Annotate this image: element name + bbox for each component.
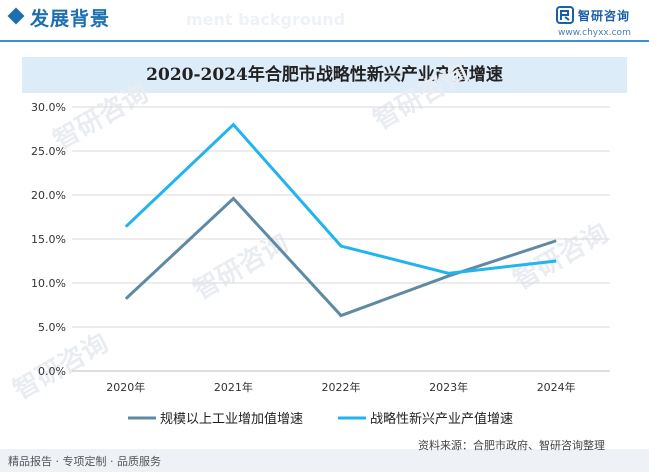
logo-icon — [556, 6, 574, 24]
y-tick-label: 15.0% — [31, 233, 66, 246]
x-tick-label: 2022年 — [322, 380, 361, 394]
header-ghost-text: ment background — [186, 10, 346, 29]
x-axis-ticks: 2020年 2021年 2022年 2023年 2024年 — [106, 380, 575, 394]
legend: 规模以上工业增加值增速 战略性新兴产业产值增速 — [128, 411, 513, 427]
x-tick-label: 2023年 — [429, 380, 468, 394]
chart-title: 2020-2024年合肥市战略性新兴产业产值增速 — [146, 65, 503, 85]
logo-text: 智研咨询 — [578, 9, 631, 23]
y-tick-label: 20.0% — [31, 189, 66, 202]
series-line — [124, 122, 557, 275]
data-source: 资料来源：合肥市政府、智研咨询整理 — [418, 439, 605, 452]
x-tick-label: 2020年 — [106, 380, 145, 394]
y-tick-label: 0.0% — [38, 365, 66, 378]
header-title: 发展背景 — [30, 8, 111, 30]
y-tick-label: 25.0% — [31, 145, 66, 158]
y-tick-label: 30.0% — [31, 101, 66, 114]
legend-label: 规模以上工业增加值增速 — [160, 411, 303, 427]
grid-lines — [72, 106, 610, 372]
series-lines — [124, 122, 557, 318]
footer-slogan: 精品报告 · 专项定制 · 品质服务 — [8, 455, 161, 468]
header-divider — [0, 40, 649, 42]
y-tick-label: 10.0% — [31, 277, 66, 290]
chart-title-bar — [22, 57, 627, 93]
watermark-text: 智研咨询 — [508, 217, 614, 296]
footer-bar — [0, 449, 649, 472]
watermark-text: 智研咨询 — [368, 57, 474, 136]
y-tick-label: 5.0% — [38, 321, 66, 334]
logo-url: www.chyxx.com — [558, 28, 631, 38]
series-line — [124, 196, 557, 318]
x-tick-label: 2024年 — [537, 380, 576, 394]
y-axis-ticks: 0.0% 5.0% 10.0% 15.0% 20.0% 25.0% 30.0% — [31, 101, 66, 378]
x-tick-label: 2021年 — [214, 380, 253, 394]
legend-label: 战略性新兴产业产值增速 — [370, 411, 513, 427]
